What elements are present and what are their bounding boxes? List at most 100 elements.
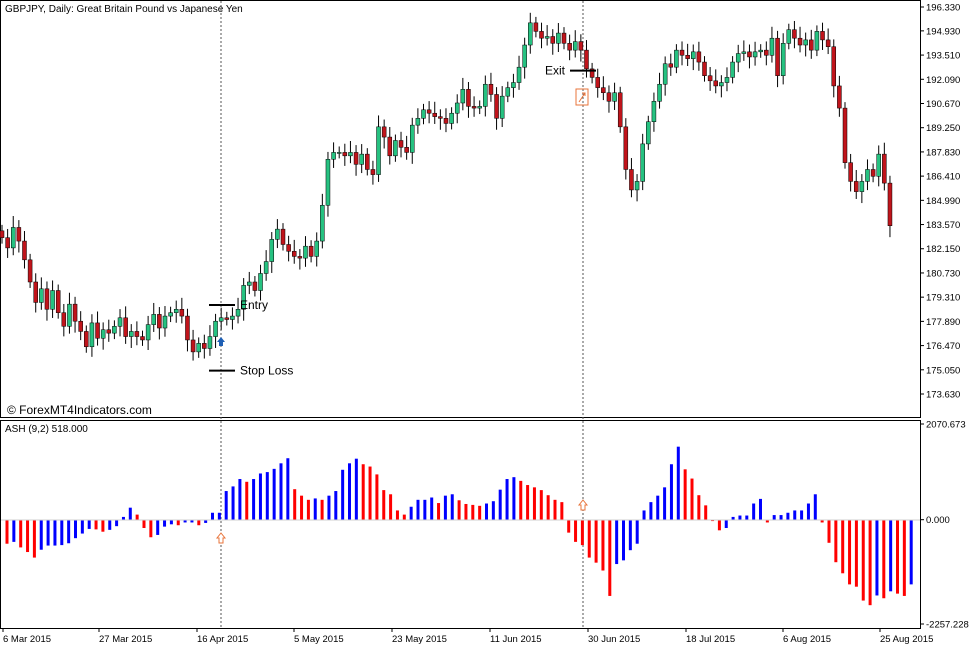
candle-body [297,256,303,259]
candle-body [584,49,589,70]
ash-bar [5,519,9,544]
ash-bar [896,519,899,594]
candle-body [117,317,123,327]
candle-body [792,29,797,39]
buy-signal-arrow-icon [215,532,227,544]
candle-body [707,75,713,82]
candle-body [820,31,825,41]
ash-bar [532,487,536,520]
ash-bar [909,519,913,585]
candle-body [39,288,44,303]
candle-body [747,51,752,58]
candle-body [258,273,263,291]
ash-bar [779,515,783,520]
price-tick-label: 179.310 [926,293,960,304]
indicator-label: ASH (9,2) 518.000 [5,424,88,435]
candle-body [528,22,533,46]
candle-body [454,102,460,114]
candle-body [494,94,499,119]
price-tick-label: 175.050 [926,365,960,376]
ash-bar [615,519,619,565]
candle-body [325,158,331,206]
candle-body [539,31,544,39]
candle-body [55,290,61,313]
price-tick-label: 176.470 [926,341,960,352]
candle-body [601,87,606,94]
ash-bar [450,494,454,520]
ash-bar [409,506,413,520]
ash-bar [772,515,776,520]
candle-body [0,230,5,238]
candle-body [775,37,780,76]
candle-body [685,54,690,59]
ash-bar [786,512,790,520]
candle-body [668,63,674,68]
date-tick-label: 27 Mar 2015 [99,634,152,645]
candle-body [544,36,550,39]
ash-bar [649,502,653,520]
candle-body [814,31,820,51]
candle-body [572,41,578,51]
ash-bar [759,498,762,520]
candle-body [381,126,387,138]
ash-bar [87,519,91,529]
ash-bar [731,516,735,520]
candle-body [16,227,22,242]
candle-body [112,326,117,334]
ash-bar [854,519,858,587]
ash-bar [437,503,441,520]
ash-bar [423,499,427,520]
date-tick-label: 11 Jun 2015 [490,634,542,645]
candle-body [646,121,651,145]
ash-bar [841,519,845,574]
ash-bar [868,519,872,606]
ash-bar [601,519,605,571]
candle-body [606,92,612,102]
price-tick-label: 192.090 [926,75,960,86]
ash-bar [176,519,180,526]
candle-body [612,92,617,102]
ash-bar [67,519,71,544]
candle-body [89,322,95,348]
candle-body [376,126,381,175]
ash-bar [272,468,276,520]
candle-body [432,112,437,117]
ash-bar [745,515,749,520]
candle-body [129,331,134,337]
ash-bar [300,495,304,520]
ash-bar [183,519,187,523]
price-tick-label: 186.410 [926,172,960,183]
ash-bar [327,495,331,520]
ash-bar [827,519,831,543]
candle-body [78,320,83,332]
candle-body [876,153,881,177]
ash-bar [74,519,77,539]
candle-body [303,245,308,259]
ash-bar [231,486,235,520]
date-tick-label: 6 Aug 2015 [783,634,831,645]
price-tick-label: 183.570 [926,220,960,231]
ash-bar [834,519,838,563]
candle-body [314,240,319,257]
ash-bar [848,519,852,585]
candle-body [157,314,162,329]
ash-bar [861,519,865,601]
price-tick-label: 180.730 [926,268,960,279]
candle-body [140,336,145,341]
main-chart-frame [0,0,921,418]
candle-body [848,162,853,182]
candle-body [730,61,735,78]
price-tick-label: 184.990 [926,196,960,207]
price-tick-label: 182.150 [926,244,960,255]
candle-body [291,251,297,257]
ash-bar [142,519,146,529]
candle-body [741,51,747,54]
price-tick-label: 193.510 [926,51,960,62]
candle-body [719,82,724,87]
candle-body [651,101,657,122]
ash-bar [293,489,297,520]
ash-bar [594,519,598,563]
ash-bar [697,495,701,520]
candle-body [803,39,808,46]
candle-body [533,22,539,32]
